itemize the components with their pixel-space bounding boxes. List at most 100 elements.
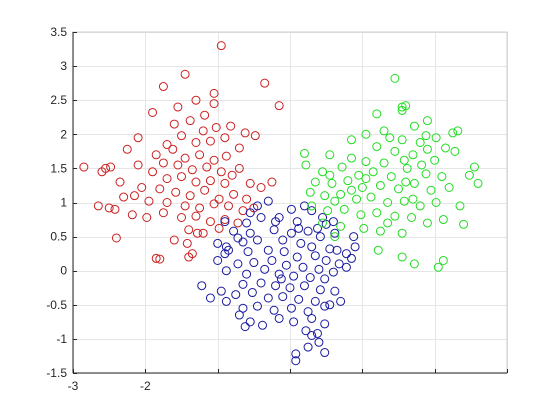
data-point (373, 245, 383, 255)
data-point (110, 204, 120, 214)
data-point (307, 206, 317, 216)
data-point (240, 128, 250, 138)
data-point (421, 131, 431, 141)
data-point (337, 162, 347, 172)
data-point (137, 182, 147, 192)
data-point (339, 204, 349, 214)
data-point (191, 177, 201, 187)
data-point (383, 218, 393, 228)
data-point (397, 228, 407, 238)
data-point (310, 251, 320, 261)
data-point (318, 213, 328, 223)
data-point (202, 162, 212, 172)
data-point (180, 153, 190, 163)
data-point (289, 271, 299, 281)
data-point (220, 178, 230, 188)
data-point (234, 310, 244, 320)
data-point (173, 102, 183, 112)
data-point (336, 296, 346, 306)
data-point (200, 110, 210, 120)
data-point (168, 144, 178, 154)
data-point (325, 150, 335, 160)
data-point (361, 174, 371, 184)
data-point (220, 133, 230, 143)
data-point (191, 137, 201, 147)
data-point (296, 238, 306, 248)
data-point (408, 194, 418, 204)
data-point (372, 142, 382, 152)
data-point (231, 290, 241, 300)
data-point (250, 131, 260, 141)
data-point (438, 215, 448, 225)
data-point (437, 172, 447, 182)
data-point (401, 177, 411, 187)
data-point (79, 162, 89, 172)
data-point (155, 184, 165, 194)
data-point (106, 162, 116, 172)
data-point (354, 170, 364, 180)
data-point (133, 160, 143, 170)
data-point (221, 151, 231, 161)
data-point (299, 148, 309, 158)
data-point (473, 178, 483, 188)
data-point (431, 198, 441, 207)
data-point (226, 121, 236, 131)
data-point (197, 281, 207, 291)
x-tick-label: -2 (140, 379, 151, 393)
data-point (421, 169, 431, 179)
data-point (336, 221, 346, 231)
data-point (177, 172, 186, 182)
data-point (169, 119, 179, 129)
data-point (221, 266, 231, 276)
data-point (180, 201, 190, 211)
data-point (386, 172, 396, 182)
data-point (267, 255, 277, 265)
data-point (276, 274, 286, 284)
data-point (307, 201, 317, 211)
data-point (305, 273, 315, 283)
data-point (200, 185, 210, 195)
data-point (187, 165, 197, 175)
data-point (216, 167, 226, 177)
data-point (158, 158, 168, 168)
data-point (409, 121, 419, 131)
data-point (185, 116, 195, 126)
data-point (171, 187, 181, 197)
data-point (294, 223, 304, 233)
data-point (303, 226, 313, 236)
data-point (325, 244, 335, 254)
data-point (245, 317, 255, 327)
data-point (350, 242, 360, 252)
data-point (267, 177, 277, 187)
data-point (343, 176, 353, 186)
data-point (330, 286, 340, 296)
data-points (79, 41, 483, 366)
data-point (312, 223, 322, 233)
data-point (148, 167, 158, 177)
data-point (252, 235, 262, 245)
axis-ticks (73, 32, 508, 374)
data-point (332, 245, 342, 255)
data-point (305, 187, 315, 197)
data-point (158, 82, 168, 92)
data-point (346, 253, 356, 263)
data-point (301, 160, 311, 170)
data-point (169, 235, 179, 245)
data-point (234, 163, 244, 173)
data-point (213, 255, 223, 265)
data-point (151, 253, 161, 263)
data-point (221, 296, 231, 306)
data-point (330, 232, 340, 242)
data-point (361, 157, 371, 167)
data-point (245, 178, 255, 188)
data-point (229, 189, 239, 199)
data-point (227, 170, 237, 180)
data-point (303, 342, 313, 352)
data-point (243, 247, 253, 257)
data-point (97, 167, 107, 177)
data-point (291, 349, 301, 359)
data-point (314, 264, 324, 274)
data-point (233, 259, 243, 269)
data-point (346, 185, 356, 195)
data-point (402, 163, 412, 173)
